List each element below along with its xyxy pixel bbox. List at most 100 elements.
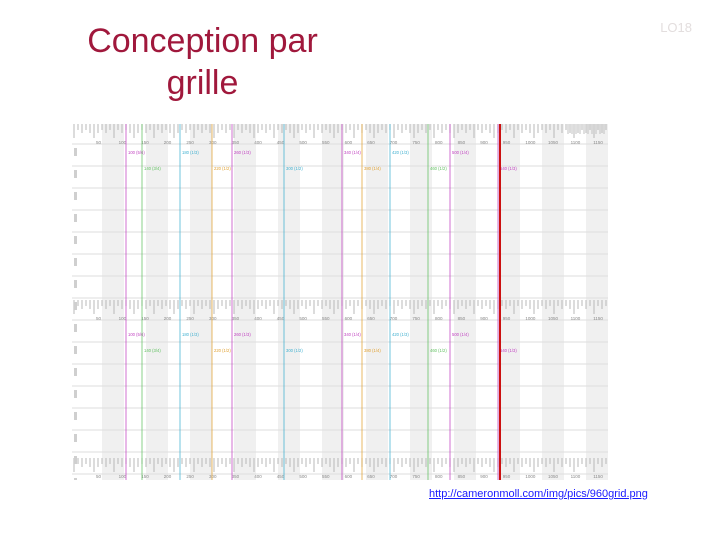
source-link[interactable]: http://cameronmoll.com/img/pics/960grid.… [429, 488, 648, 500]
ruler-label: 1050 [548, 474, 559, 479]
ruler-label: 100 [119, 316, 127, 321]
ruler-label: 150 [141, 474, 149, 479]
ruler-label: 650 [367, 474, 375, 479]
ruler-label: 300 [209, 140, 217, 145]
ruler-label: 950 [503, 316, 511, 321]
shaded-column [454, 124, 476, 480]
ruler-label: 750 [412, 140, 420, 145]
ruler-label: 450 [277, 474, 285, 479]
ruler-label: 700 [390, 474, 398, 479]
column-marker-label: 300 (1/2) [286, 348, 303, 353]
ruler-label: 1100 [571, 316, 581, 321]
ruler-label: 750 [412, 316, 420, 321]
course-code: LO18 [660, 20, 692, 35]
column-marker-label: 140 (3/4) [144, 348, 161, 353]
column-marker-label: 540 (1/3) [500, 166, 517, 171]
ruler-label: 100 [119, 140, 127, 145]
side-ruler-mark [74, 280, 77, 288]
shaded-column [586, 124, 608, 480]
column-marker-label: 460 (1/2) [430, 166, 447, 171]
shaded-column [410, 124, 432, 480]
ruler-label: 300 [209, 316, 217, 321]
column-marker-label: 300 (1/2) [286, 166, 303, 171]
side-ruler-mark [74, 390, 77, 398]
ruler-label: 50 [96, 474, 102, 479]
column-marker-label: 260 (1/3) [234, 150, 251, 155]
column-marker-label: 340 (1/4) [344, 150, 361, 155]
ruler-label: 850 [458, 316, 466, 321]
shaded-column [190, 124, 212, 480]
column-marker-label: 340 (1/4) [344, 332, 361, 337]
ruler-label: 700 [390, 316, 398, 321]
side-ruler-mark [74, 236, 77, 244]
ruler-label: 200 [164, 316, 172, 321]
column-marker-label: 140 (3/4) [144, 166, 161, 171]
column-marker-label: 540 (1/3) [500, 348, 517, 353]
column-marker-label: 260 (1/3) [234, 332, 251, 337]
ruler-label: 250 [186, 474, 194, 479]
ruler-label: 400 [254, 140, 262, 145]
ruler-label: 600 [345, 316, 353, 321]
side-ruler-mark [74, 302, 77, 310]
ruler-label: 600 [345, 474, 353, 479]
side-ruler-mark [74, 148, 77, 156]
column-marker-label: 220 (1/2) [214, 166, 231, 171]
ruler-label: 300 [209, 474, 217, 479]
ruler-label: 1050 [548, 316, 559, 321]
ruler-label: 800 [435, 140, 443, 145]
side-ruler-mark [74, 368, 77, 376]
shaded-column [322, 124, 344, 480]
side-ruler-mark [74, 170, 77, 178]
ruler-label: 200 [164, 474, 172, 479]
column-marker-label: 180 (1/3) [182, 150, 199, 155]
ruler-label: 1050 [548, 140, 559, 145]
ruler-label: 950 [503, 474, 511, 479]
column-marker-label: 180 (1/3) [182, 332, 199, 337]
side-ruler-mark [74, 456, 77, 464]
ruler-label: 1000 [525, 474, 536, 479]
side-ruler-mark [74, 346, 77, 354]
column-marker-label: 420 (1/3) [392, 150, 409, 155]
shaded-column [102, 124, 124, 480]
column-marker-label: 380 (1/4) [364, 166, 381, 171]
ruler-label: 200 [164, 140, 172, 145]
column-marker-label: 500 (1/4) [452, 332, 469, 337]
ruler-label: 100 [119, 474, 127, 479]
ruler-label: 1150 [593, 474, 603, 479]
ruler-label: 700 [390, 140, 398, 145]
ruler-label: 550 [322, 316, 330, 321]
ruler-label: 800 [435, 474, 443, 479]
ruler-label: 900 [480, 140, 488, 145]
960-grid-illustration: 50 100 150 200 250 300 350 400 450 500 550 600 650 70… [72, 124, 608, 480]
grid-image: 50 100 150 200 250 300 350 400 450 500 550 600 650 70… [72, 124, 608, 480]
ruler-label: 150 [141, 316, 149, 321]
ruler-label: 150 [141, 140, 149, 145]
shaded-column [278, 124, 300, 480]
ruler-label: 350 [232, 316, 240, 321]
ruler-label: 950 [503, 140, 511, 145]
side-ruler-mark [74, 192, 77, 200]
ruler-label: 1150 [593, 140, 603, 145]
column-marker-label: 100 (5/6) [128, 150, 145, 155]
shaded-column [146, 124, 168, 480]
ruler-label: 900 [480, 474, 488, 479]
ruler-label: 850 [458, 140, 466, 145]
ruler-label: 50 [96, 140, 102, 145]
ruler-label: 350 [232, 474, 240, 479]
ruler-label: 1150 [593, 316, 603, 321]
ruler-label: 600 [345, 140, 353, 145]
ruler-label: 250 [186, 316, 194, 321]
column-marker-label: 420 (1/3) [392, 332, 409, 337]
ruler-label: 400 [254, 474, 262, 479]
shaded-column [366, 124, 388, 480]
shaded-column [542, 124, 564, 480]
ruler-label: 1100 [571, 140, 581, 145]
ruler-label: 500 [299, 140, 307, 145]
side-ruler-mark [74, 324, 77, 332]
column-marker-label: 220 (1/2) [214, 348, 231, 353]
column-marker-label: 380 (1/4) [364, 348, 381, 353]
side-ruler-mark [74, 258, 77, 266]
column-marker-label: 460 (1/2) [430, 348, 447, 353]
ruler-label: 500 [299, 316, 307, 321]
shaded-column [234, 124, 256, 480]
